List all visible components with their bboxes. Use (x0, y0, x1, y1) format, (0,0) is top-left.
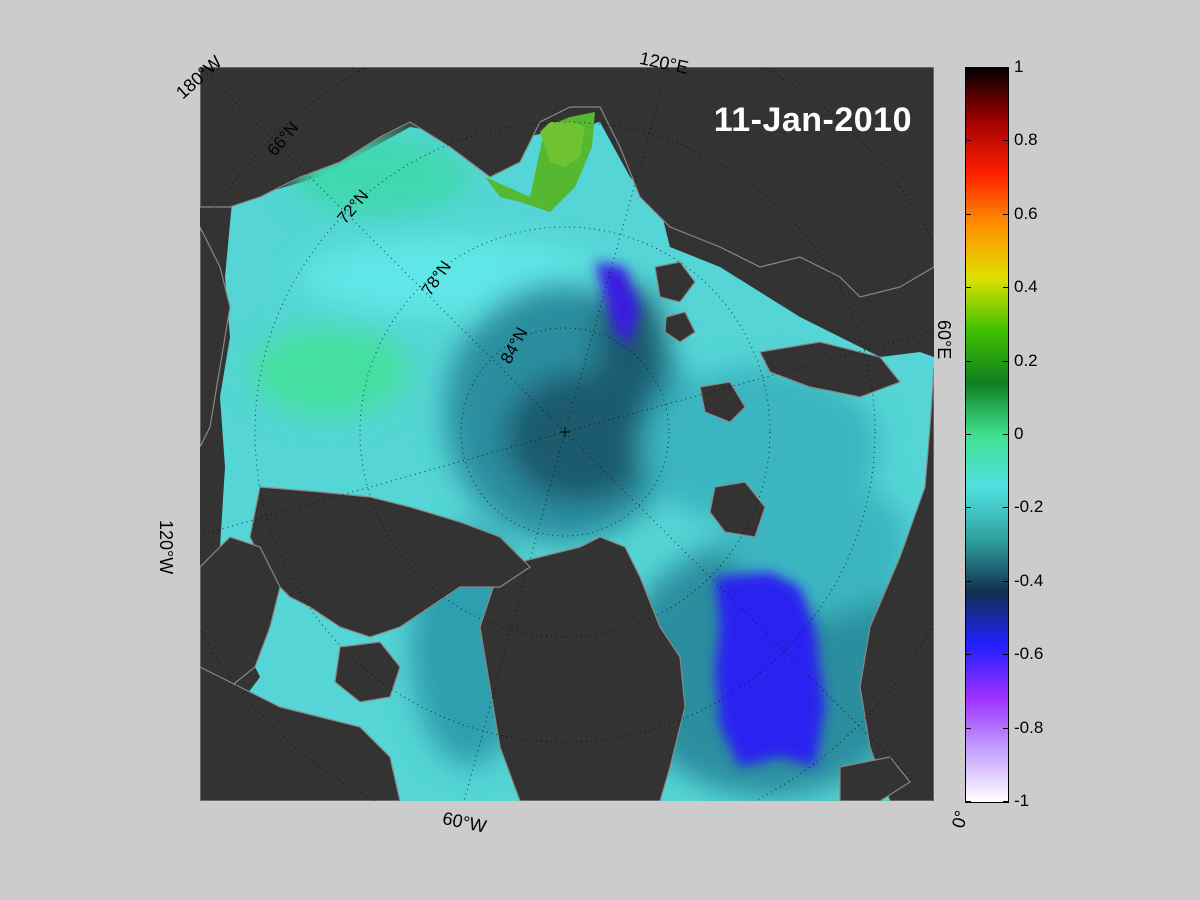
colorbar-tick-mark (1003, 360, 1008, 362)
land-greenland (479, 536, 686, 801)
colorbar-tick-mark (966, 654, 971, 656)
colorbar-tick-mark (1003, 580, 1008, 582)
colorbar-tick-mark (966, 140, 971, 142)
colorbar (965, 67, 1009, 803)
colorbar-tick-label: 1 (1014, 57, 1024, 76)
edge-label-60w: 60°W (440, 808, 489, 837)
land-devon-island (334, 641, 401, 703)
colorbar-tick-mark (1003, 727, 1008, 729)
colorbar-tick-label: 0.8 (1014, 130, 1038, 150)
colorbar-tick-mark (966, 801, 971, 802)
land-alaska (200, 226, 231, 448)
polar-map-svg: 66°N 72°N 78°N 84°N (200, 67, 934, 801)
land-taymyr-islet (664, 311, 696, 343)
colorbar-tick-mark (966, 507, 971, 509)
parallel-72 (254, 121, 876, 743)
colorbar-tick-label: 0 (1014, 424, 1024, 443)
colorbar-tick-mark (1003, 67, 1008, 68)
land-franz-josef (699, 381, 746, 423)
colorbar-tick-label: -0.4 (1014, 570, 1044, 590)
colorbar-tick-mark (1003, 287, 1008, 289)
anomaly-beaufort (250, 327, 410, 417)
colorbar-tick-label: -0.8 (1014, 717, 1044, 737)
meridian-0 (564, 431, 934, 801)
anomaly-pole (505, 372, 655, 502)
colorbar-tick-label: 0.4 (1014, 277, 1038, 297)
land-siberia (200, 67, 934, 298)
land-baffin-island (200, 666, 401, 801)
pole-marker (560, 427, 570, 437)
colorbar-tick-mark (966, 580, 971, 582)
anomaly-laptev-strong (595, 262, 640, 347)
land-svalbard (709, 481, 766, 538)
colorbar-tick-label: -0.2 (1014, 497, 1044, 517)
land-iceland (839, 756, 911, 801)
colorbar-tick-mark (966, 67, 971, 68)
anomaly-greenland-sea-strong (715, 572, 825, 767)
colorbar-tick-mark (1003, 507, 1008, 509)
edge-label-120w: 120°W (156, 520, 176, 575)
colorbar-tick-mark (966, 360, 971, 362)
edge-label-0: 0° (948, 808, 972, 831)
meridian-180 (200, 67, 566, 433)
colorbar-tick-mark (1003, 654, 1008, 656)
land-severnaya-zemlya (654, 261, 696, 303)
parallel-78 (359, 226, 771, 638)
colorbar-tick-mark (1003, 140, 1008, 142)
colorbar-tick-mark (966, 287, 971, 289)
land-features (200, 67, 934, 801)
parallel-84 (460, 327, 670, 537)
land-victoria-island (200, 536, 281, 708)
colorbar-tick-mark (966, 434, 971, 435)
colorbar-tick-label: -0.6 (1014, 644, 1044, 664)
land-novaya-zemlya (759, 341, 901, 398)
colorbar-tick-mark (1003, 801, 1008, 802)
colorbar-tick-mark (1003, 213, 1008, 215)
colorbar-tick-label: 0.2 (1014, 350, 1038, 370)
land-scandinavia (859, 366, 934, 801)
date-label: 11-Jan-2010 (713, 101, 912, 139)
colorbar-tick-label: 0.6 (1014, 203, 1038, 223)
colorbar-tick-label: -1 (1014, 791, 1030, 810)
colorbar-tick-mark (966, 727, 971, 729)
colorbar-tick-mark (1003, 434, 1008, 435)
polar-map: 66°N 72°N 78°N 84°N 11-Jan-2010 (200, 67, 934, 801)
colorbar-tick-mark (966, 213, 971, 215)
strong-negative (595, 262, 825, 767)
edge-label-60e: 60°E (934, 320, 954, 360)
land-canadian-archipelago (249, 486, 531, 638)
graticule (200, 67, 934, 801)
anomaly-positive-core (540, 122, 585, 167)
